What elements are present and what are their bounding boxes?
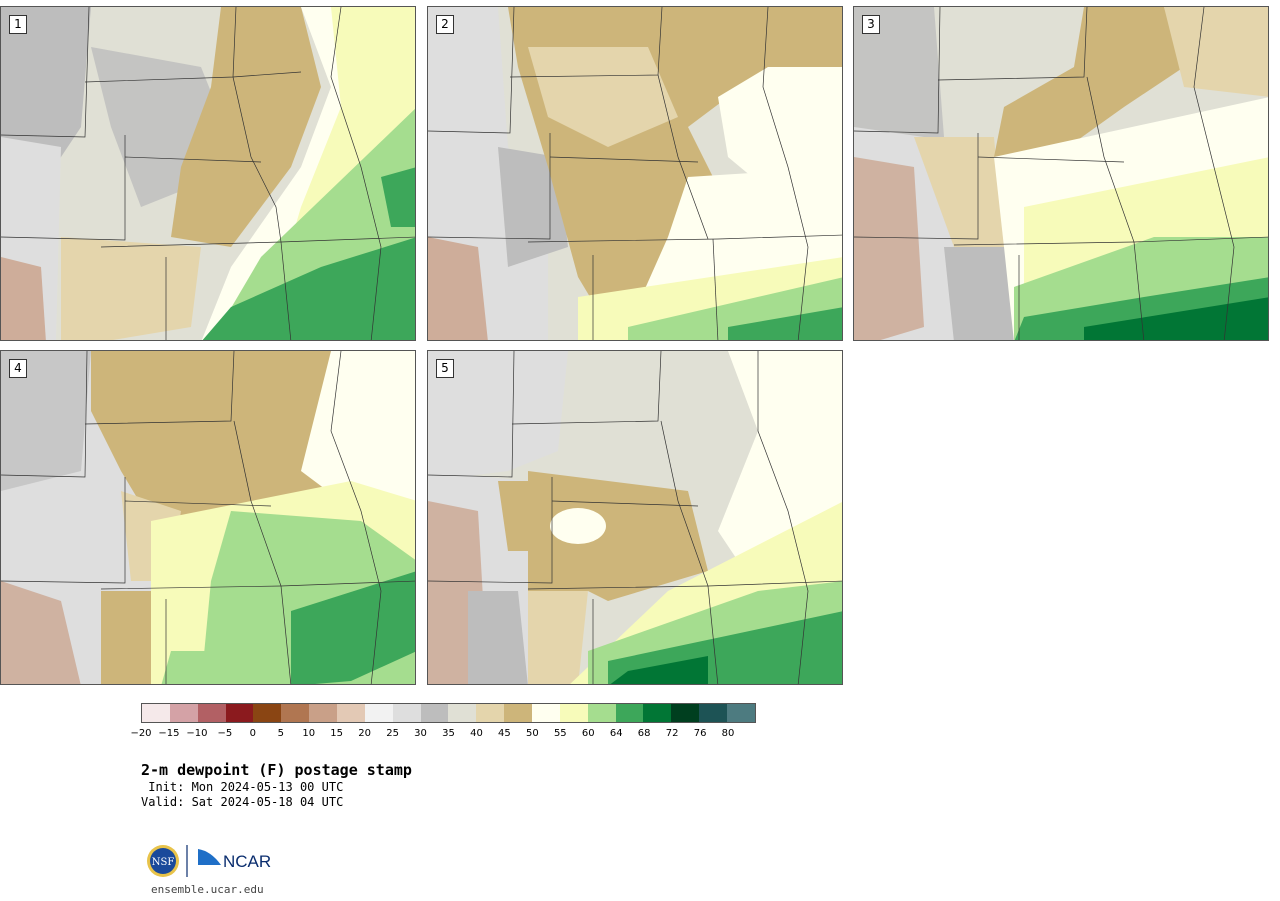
colorbar-swatch bbox=[309, 704, 338, 722]
colorbar-tick-label: −5 bbox=[217, 728, 233, 739]
stamp-panel-1: 1 bbox=[0, 6, 416, 341]
valid-time: Valid: Sat 2024-05-18 04 UTC bbox=[141, 795, 344, 809]
map-4 bbox=[1, 351, 415, 684]
ncar-logo-text: NCAR bbox=[223, 852, 271, 871]
colorbar-tick-label: 60 bbox=[581, 728, 595, 739]
colorbar-swatch bbox=[142, 704, 170, 722]
panel-label: 2 bbox=[436, 15, 454, 34]
colorbar-swatch bbox=[169, 704, 198, 722]
colorbar-tick-label: 80 bbox=[721, 728, 735, 739]
panel-label: 4 bbox=[9, 359, 27, 378]
colorbar-tick-label: 30 bbox=[414, 728, 427, 739]
colorbar-swatch bbox=[504, 704, 533, 722]
colorbar-swatch bbox=[392, 704, 421, 722]
colorbar-swatch bbox=[699, 704, 728, 722]
colorbar-swatch bbox=[448, 704, 477, 722]
colorbar-swatch bbox=[671, 704, 700, 722]
colorbar-swatch bbox=[643, 704, 672, 722]
colorbar-tick-label: −15 bbox=[158, 728, 180, 739]
stamp-panel-3: 3 bbox=[853, 6, 1269, 341]
nsf-ncar-logo: NSF NCAR bbox=[145, 843, 275, 879]
colorbar-swatch bbox=[337, 704, 365, 722]
colorbar-swatch bbox=[420, 704, 449, 722]
colorbar-swatch bbox=[281, 704, 310, 722]
colorbar-tick-label: 10 bbox=[302, 728, 316, 739]
colorbar-ticks: −20 −15 −10 −5 0 5 10 15 20 25 30 35 40 45 50 55 60 64 68 7… bbox=[130, 728, 756, 742]
colorbar-tick-label: 35 bbox=[442, 728, 455, 739]
colorbar-swatch bbox=[197, 704, 226, 722]
stamp-panel-5: 5 bbox=[427, 350, 843, 685]
map-1 bbox=[1, 7, 415, 340]
colorbar-tick-label: 40 bbox=[470, 728, 483, 739]
colorbar-tick-label: 76 bbox=[693, 728, 707, 739]
panel-label: 5 bbox=[436, 359, 454, 378]
colorbar-tick-label: 15 bbox=[330, 728, 344, 739]
colorbar-swatch bbox=[587, 704, 616, 722]
init-time: Init: Mon 2024-05-13 00 UTC bbox=[141, 780, 344, 794]
nsf-logo-text: NSF bbox=[152, 857, 175, 868]
colorbar-swatch bbox=[532, 704, 560, 722]
colorbar-swatch bbox=[476, 704, 505, 722]
map-2 bbox=[428, 7, 842, 340]
colorbar-swatch bbox=[615, 704, 644, 722]
colorbar-tick-label: −10 bbox=[186, 728, 208, 739]
colorbar bbox=[141, 703, 756, 723]
chart-title: 2-m dewpoint (F) postage stamp bbox=[141, 761, 412, 779]
colorbar-tick-label: 68 bbox=[637, 728, 651, 739]
colorbar-tick-label: −20 bbox=[130, 728, 152, 739]
colorbar-tick-label: 20 bbox=[358, 728, 371, 739]
colorbar-tick-label: 55 bbox=[553, 728, 567, 739]
colorbar-swatch bbox=[364, 704, 393, 722]
panel-label: 3 bbox=[862, 15, 880, 34]
colorbar-tick-label: 45 bbox=[498, 728, 511, 739]
colorbar-swatch bbox=[559, 704, 588, 722]
site-url[interactable]: ensemble.ucar.edu bbox=[151, 883, 264, 896]
stamp-panel-4: 4 bbox=[0, 350, 416, 685]
colorbar-swatch bbox=[225, 704, 254, 722]
colorbar-tick-label: 5 bbox=[277, 728, 284, 739]
colorbar-tick-label: 72 bbox=[665, 728, 679, 739]
panel-label: 1 bbox=[9, 15, 27, 34]
colorbar-tick-label: 0 bbox=[249, 728, 256, 739]
stamp-panel-2: 2 bbox=[427, 6, 843, 341]
colorbar-tick-label: 25 bbox=[386, 728, 399, 739]
map-3 bbox=[854, 7, 1268, 340]
colorbar-tick-label: 50 bbox=[525, 728, 539, 739]
colorbar-tick-label: 64 bbox=[609, 728, 623, 739]
map-5 bbox=[428, 351, 842, 684]
colorbar-swatch bbox=[253, 704, 282, 722]
colorbar-swatch bbox=[727, 704, 755, 722]
